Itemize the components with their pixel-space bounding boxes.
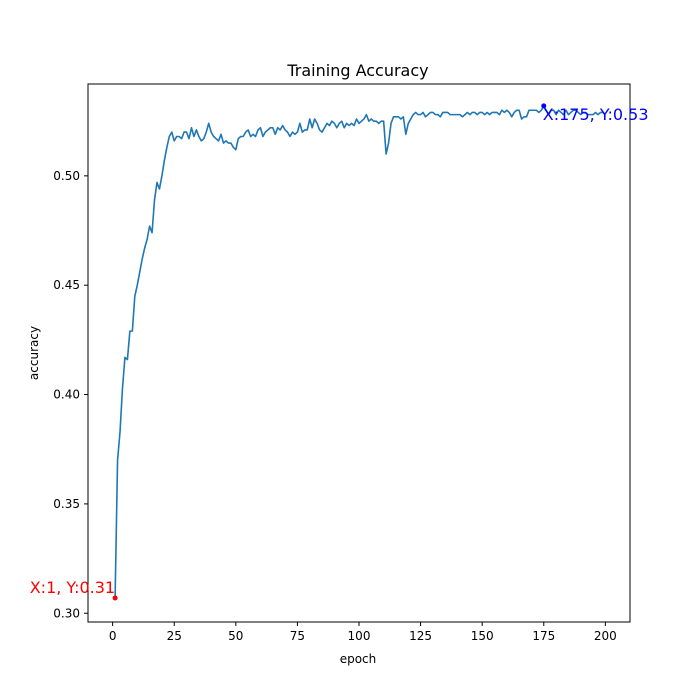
annotation-marker (112, 595, 118, 601)
x-tick-label: 75 (290, 629, 305, 643)
x-tick-label: 150 (471, 629, 494, 643)
x-tick-label: 175 (532, 629, 555, 643)
plot-area (114, 105, 606, 598)
x-tick-label: 125 (409, 629, 432, 643)
y-tick-label: 0.50 (53, 169, 80, 183)
chart-title: Training Accuracy (286, 61, 428, 80)
x-tick-label: 200 (594, 629, 617, 643)
y-tick-label: 0.40 (53, 388, 80, 402)
y-axis: 0.30 0.35 0.40 0.45 0.50 (53, 169, 88, 620)
series-line (114, 105, 606, 598)
x-tick-label: 100 (348, 629, 371, 643)
x-tick-label: 0 (109, 629, 117, 643)
x-axis-label: epoch (340, 652, 377, 666)
annotation-label: X:175, Y:0.53 (543, 105, 649, 124)
y-tick-label: 0.45 (53, 278, 80, 292)
y-tick-label: 0.30 (53, 606, 80, 620)
annotation-label: X:1, Y:0.31 (30, 578, 115, 597)
annotations: X:1, Y:0.31 X:175, Y:0.53 (30, 103, 649, 601)
y-axis-label: accuracy (27, 326, 41, 380)
annotation-marker (541, 103, 547, 109)
y-tick-label: 0.35 (53, 497, 80, 511)
x-tick-label: 25 (167, 629, 182, 643)
x-tick-label: 50 (228, 629, 243, 643)
x-axis: 0 25 50 75 100 125 150 175 200 (109, 622, 617, 643)
plot-frame (87, 83, 631, 623)
